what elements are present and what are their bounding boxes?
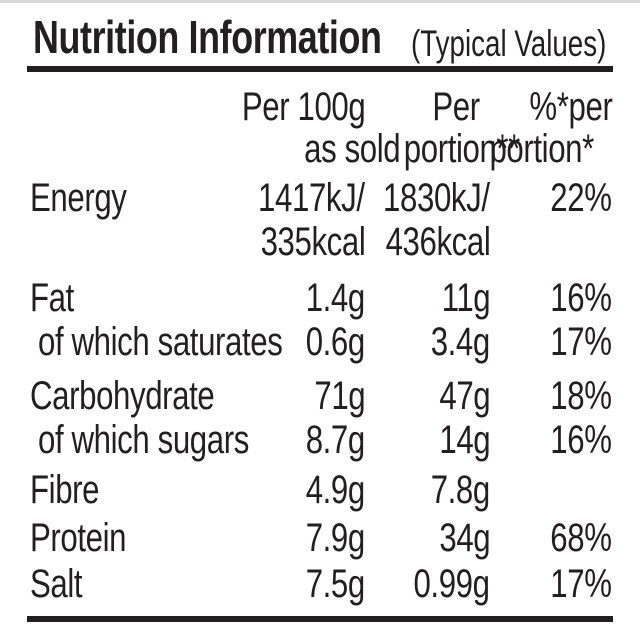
- value-per-portion-cell: 0.99g: [365, 562, 491, 606]
- value-per-100g-kcal: 335kcal: [260, 220, 365, 264]
- value-per-100g-cell: 8.7g: [235, 418, 366, 462]
- value-per-portion-cell: 7.8g: [365, 468, 491, 512]
- table-header-row: Per 100g as sold Per portion** %*per por…: [30, 86, 612, 170]
- page-title: Nutrition Information (Typical Values): [33, 10, 633, 72]
- nutrient-label-cell: of which saturates: [30, 320, 283, 364]
- divider-top: [27, 66, 613, 72]
- value-per-portion: 34g: [439, 516, 490, 560]
- value-percent: 17%: [550, 320, 613, 364]
- table-row-sugars: of which sugars 8.7g 14g 16%: [30, 418, 612, 462]
- value-per-portion-kcal: 436kcal: [385, 220, 490, 264]
- value-percent-cell: [490, 468, 612, 512]
- nutrient-label: of which saturates: [38, 320, 283, 364]
- value-per-portion: 14g: [439, 418, 490, 462]
- value-per-portion-kj: 1830kJ/: [383, 176, 490, 220]
- nutrient-label-cell: Fibre: [30, 468, 235, 512]
- table-row-salt: Salt 7.5g 0.99g 17%: [30, 562, 612, 606]
- value-per-100g-kj: 1417kJ/: [258, 176, 365, 220]
- header-per-100g-line1: Per 100g: [241, 85, 365, 129]
- value-per-100g: 7.5g: [305, 562, 366, 606]
- title-text: Nutrition Information: [33, 11, 382, 63]
- value-per-portion: 3.4g: [430, 320, 491, 364]
- header-per-portion: Per portion**: [365, 85, 521, 170]
- value-per-100g: 0.6g: [305, 320, 366, 364]
- header-per-100g-line2: as sold: [303, 127, 401, 171]
- nutrient-label: Salt: [30, 562, 83, 606]
- nutrient-label-cell: Energy: [30, 176, 235, 264]
- table-row-energy: Energy 1417kJ/ 335kcal 1830kJ/ 436kcal 2…: [30, 176, 612, 264]
- value-percent-cell: 16%: [490, 418, 613, 462]
- nutrient-label-cell: Protein: [30, 516, 235, 560]
- value-per-100g-cell: 0.6g: [235, 320, 366, 364]
- value-per-portion-cell: 11g: [365, 276, 490, 320]
- value-percent: 16%: [550, 418, 613, 462]
- table-row-fat: Fat 1.4g 11g 16%: [30, 276, 612, 320]
- value-per-100g-cell: 71g: [235, 374, 365, 418]
- header-empty-cell: [30, 86, 235, 170]
- value-per-100g-cell: 7.9g: [235, 516, 366, 560]
- value-percent-cell: 22%: [490, 176, 613, 264]
- value-per-100g: 7.9g: [305, 516, 366, 560]
- header-percent-ri-line1: %*per: [528, 85, 612, 129]
- value-per-portion-cell: 34g: [365, 516, 490, 560]
- value-percent: 68%: [550, 516, 613, 560]
- value-percent-cell: 17%: [490, 320, 613, 364]
- table-row-carbohydrate: Carbohydrate 71g 47g 18%: [30, 374, 612, 418]
- table-row-saturates: of which saturates 0.6g 3.4g 17%: [30, 320, 612, 364]
- nutrition-table: Per 100g as sold Per portion** %*per por…: [30, 86, 612, 606]
- header-per-portion-line1: Per: [432, 85, 481, 129]
- value-per-portion-cell: 1830kJ/ 436kcal: [365, 176, 490, 264]
- title-qualifier: (Typical Values): [411, 23, 607, 64]
- value-percent: 16%: [550, 276, 613, 320]
- value-per-100g: 1.4g: [305, 276, 366, 320]
- value-percent-cell: 18%: [490, 374, 613, 418]
- nutrient-label-cell: Fat: [30, 276, 235, 320]
- value-per-100g: 8.7g: [305, 418, 366, 462]
- nutrient-label-cell: of which sugars: [30, 418, 249, 462]
- divider-bottom: [27, 616, 613, 622]
- value-percent: 17%: [550, 562, 613, 606]
- header-percent-ri: %*per portion*: [489, 85, 613, 171]
- value-per-portion: 7.8g: [430, 468, 491, 512]
- nutrient-label-cell: Carbohydrate: [30, 374, 235, 418]
- header-per-portion-line2: portion**: [403, 127, 521, 171]
- value-percent-cell: 17%: [490, 562, 613, 606]
- nutrient-label: Protein: [30, 516, 127, 560]
- value-per-100g-cell: 4.9g: [235, 468, 366, 512]
- value-per-100g: 71g: [314, 374, 365, 418]
- value-per-100g-cell: 1.4g: [235, 276, 366, 320]
- value-per-portion-cell: 14g: [365, 418, 490, 462]
- label-top-edge-line: [0, 0, 640, 3]
- nutrient-label: Fat: [30, 276, 74, 320]
- table-row-fibre: Fibre 4.9g 7.8g: [30, 468, 612, 512]
- header-percent-ri-line2: portion*: [489, 127, 595, 171]
- table-row-protein: Protein 7.9g 34g 68%: [30, 516, 612, 560]
- value-per-portion-cell: 47g: [365, 374, 490, 418]
- value-per-portion: 47g: [439, 374, 490, 418]
- nutrient-label-cell: Salt: [30, 562, 235, 606]
- header-per-100g: Per 100g as sold: [235, 85, 400, 170]
- nutrient-label: Energy: [30, 176, 127, 220]
- value-per-portion: 11g: [441, 276, 490, 320]
- value-per-100g-cell: 1417kJ/ 335kcal: [235, 176, 365, 264]
- value-per-100g: 4.9g: [305, 468, 366, 512]
- value-percent: 18%: [550, 374, 613, 418]
- value-percent-cell: 68%: [490, 516, 613, 560]
- value-percent: 22%: [550, 176, 613, 220]
- value-per-100g-cell: 7.5g: [235, 562, 366, 606]
- nutrient-label: of which sugars: [38, 418, 249, 462]
- value-percent-cell: 16%: [490, 276, 613, 320]
- nutrient-label: Fibre: [30, 468, 100, 512]
- nutrient-label: Carbohydrate: [30, 374, 215, 418]
- value-per-portion-cell: 3.4g: [365, 320, 491, 364]
- value-per-portion: 0.99g: [413, 562, 491, 606]
